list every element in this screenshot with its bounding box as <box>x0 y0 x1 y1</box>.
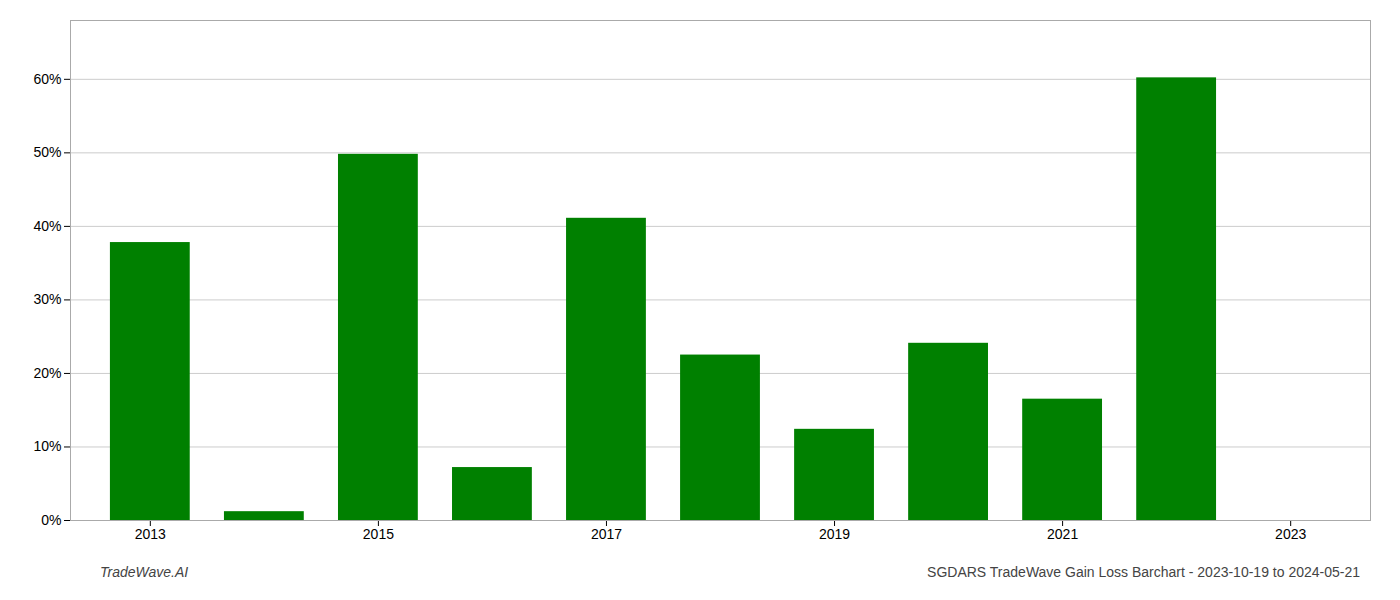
svg-text:40%: 40% <box>33 218 61 234</box>
svg-text:2013: 2013 <box>135 526 166 542</box>
svg-text:10%: 10% <box>33 438 61 454</box>
svg-text:20%: 20% <box>33 365 61 381</box>
svg-text:2017: 2017 <box>591 526 622 542</box>
svg-text:2019: 2019 <box>819 526 850 542</box>
svg-text:30%: 30% <box>33 291 61 307</box>
html-text:TradeWave.AI: TradeWave.AI <box>100 564 189 580</box>
html-text:SGDARS TradeWave Gain Loss Bar: SGDARS TradeWave Gain Loss Barchart - 20… <box>927 564 1360 580</box>
svg-text:2021: 2021 <box>1047 526 1078 542</box>
svg-text:2015: 2015 <box>363 526 394 542</box>
svg-text:60%: 60% <box>33 71 61 87</box>
svg-text:2023: 2023 <box>1275 526 1306 542</box>
svg-text:0%: 0% <box>41 512 61 528</box>
svg-text:50%: 50% <box>33 144 61 160</box>
